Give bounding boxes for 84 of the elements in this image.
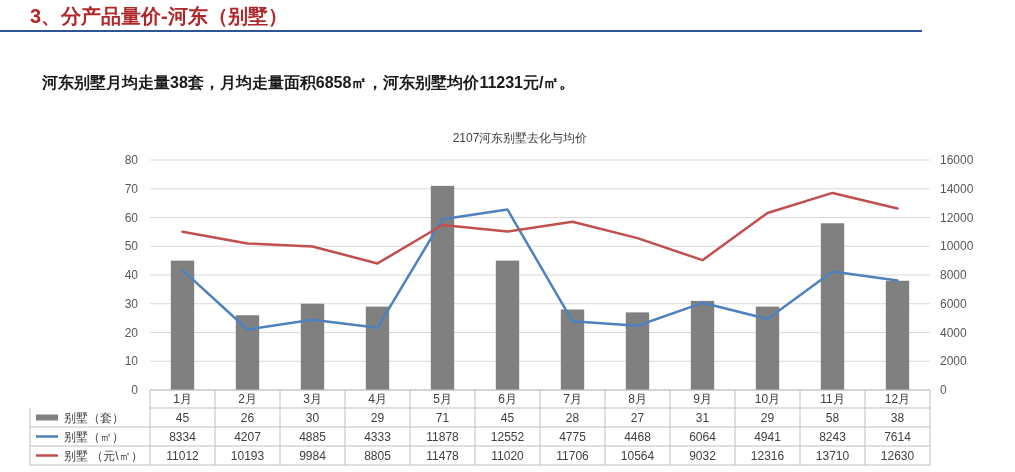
- data-label: 4207: [234, 429, 262, 444]
- y2-tick-label: 6000: [940, 296, 968, 311]
- x-tick-label: 11月: [820, 392, 845, 406]
- x-tick-label: 12月: [884, 392, 911, 406]
- x-tick-label: 3月: [303, 392, 322, 406]
- data-label: 31: [695, 410, 710, 425]
- bar: [430, 185, 455, 390]
- legend-label: 别墅（套）: [64, 410, 124, 425]
- y-tick-label: 0: [131, 383, 139, 397]
- bar: [625, 312, 650, 390]
- x-tick-label: 5月: [433, 392, 452, 406]
- bar: [170, 260, 195, 390]
- y-tick-label: 50: [124, 239, 139, 254]
- bar: [365, 306, 390, 390]
- bar: [755, 306, 780, 390]
- data-label: 12316: [750, 448, 785, 463]
- y2-tick-label: 8000: [940, 268, 968, 282]
- y2-tick-label: 2000: [940, 354, 968, 369]
- y-tick-label: 60: [124, 210, 139, 225]
- data-label: 10564: [620, 448, 655, 463]
- y2-tick-label: 14000: [940, 181, 974, 196]
- y-tick-label: 20: [124, 325, 139, 340]
- data-label: 4775: [559, 429, 587, 444]
- y2-tick-label: 12000: [940, 210, 974, 225]
- data-label: 12552: [490, 429, 525, 444]
- data-label: 11478: [426, 448, 460, 463]
- data-label: 4941: [754, 429, 782, 444]
- data-label: 4468: [624, 429, 652, 444]
- y-tick-label: 70: [124, 181, 139, 196]
- bar: [885, 280, 910, 390]
- data-label: 26: [240, 410, 255, 425]
- y-tick-label: 10: [124, 354, 139, 369]
- data-label: 8243: [819, 429, 847, 444]
- x-tick-label: 10月: [754, 392, 781, 406]
- text: 河东别墅月均走量38套，月均走量面积6858㎡，河东别墅均价11231元/㎡。: [41, 73, 576, 91]
- text: 3、分产品量价-河东（别墅）: [30, 5, 288, 27]
- data-label: 4333: [364, 429, 392, 444]
- x-tick-label: 9月: [693, 392, 712, 406]
- legend-label: 别墅（㎡）: [64, 429, 124, 444]
- data-label: 30: [305, 410, 320, 425]
- y2-tick-label: 0: [940, 383, 947, 397]
- data-label: 11012: [166, 448, 200, 463]
- bar: [820, 223, 845, 390]
- data-label: 7614: [884, 429, 912, 444]
- x-tick-label: 8月: [628, 392, 647, 406]
- data-label: 29: [370, 410, 385, 425]
- data-label: 10193: [230, 448, 265, 463]
- bar: [300, 303, 325, 390]
- legend-label: 别墅 （元\㎡）: [64, 448, 143, 463]
- y2-tick-label: 16000: [940, 153, 974, 167]
- data-label: 38: [890, 410, 905, 425]
- x-tick-label: 7月: [563, 392, 582, 406]
- data-label: 12630: [880, 448, 915, 463]
- data-label: 4885: [299, 429, 327, 444]
- data-label: 28: [565, 410, 580, 425]
- data-label: 8334: [169, 429, 197, 444]
- y-tick-label: 40: [124, 268, 139, 282]
- bar: [235, 315, 260, 390]
- x-tick-label: 4月: [368, 392, 387, 406]
- data-label: 11020: [491, 448, 525, 463]
- data-label: 9984: [299, 448, 327, 463]
- data-label: 29: [760, 410, 775, 425]
- data-label: 45: [500, 410, 515, 425]
- bar: [690, 300, 715, 390]
- x-tick-label: 6月: [498, 392, 517, 406]
- data-label: 11878: [426, 429, 460, 444]
- data-label: 45: [175, 410, 190, 425]
- x-tick-label: 1月: [173, 392, 192, 406]
- y-tick-label: 80: [124, 153, 139, 167]
- bar: [560, 309, 585, 390]
- data-label: 27: [630, 410, 645, 425]
- y2-tick-label: 4000: [940, 325, 968, 340]
- data-label: 6064: [689, 429, 717, 444]
- bar: [495, 260, 520, 390]
- data-label: 71: [435, 410, 450, 425]
- data-label: 58: [825, 410, 840, 425]
- chart-title: 2107河东别墅去化与均价: [452, 131, 588, 145]
- data-label: 8805: [364, 448, 392, 463]
- y-tick-label: 30: [124, 296, 139, 311]
- data-label: 11706: [556, 448, 590, 463]
- y2-tick-label: 10000: [940, 239, 974, 254]
- x-tick-label: 2月: [238, 392, 257, 406]
- data-label: 13710: [815, 448, 850, 463]
- data-label: 9032: [689, 448, 717, 463]
